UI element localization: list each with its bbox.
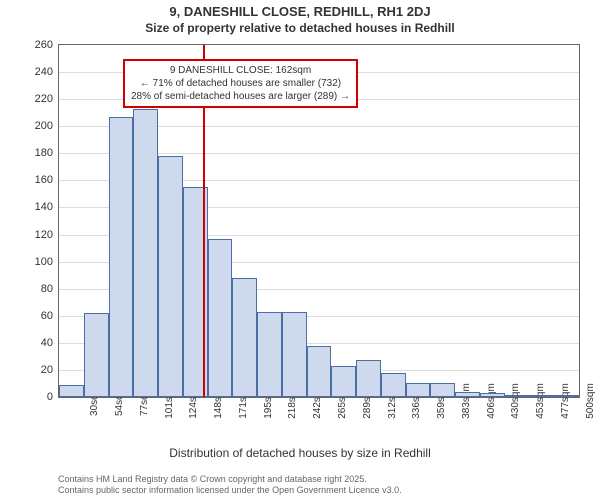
y-tick-label: 220 [35, 93, 53, 105]
histogram-bar [109, 117, 134, 397]
x-axis-label: Distribution of detached houses by size … [169, 446, 430, 460]
credit-text: Contains HM Land Registry data © Crown c… [58, 474, 402, 496]
y-tick-label: 160 [35, 174, 53, 186]
y-tick-label: 140 [35, 201, 53, 213]
credit-line: Contains public sector information licen… [58, 485, 402, 496]
y-tick-label: 100 [35, 256, 53, 268]
y-tick-label: 40 [41, 337, 53, 349]
y-tick-label: 20 [41, 364, 53, 376]
chart-container: 9, DANESHILL CLOSE, REDHILL, RH1 2DJ Siz… [0, 0, 600, 500]
title-main: 9, DANESHILL CLOSE, REDHILL, RH1 2DJ [0, 4, 600, 19]
y-tick-label: 260 [35, 39, 53, 51]
y-tick-label: 120 [35, 229, 53, 241]
histogram-bar [84, 313, 109, 397]
y-tick-label: 240 [35, 66, 53, 78]
histogram-bar [208, 239, 233, 397]
x-tick-label: 500sqm [567, 383, 596, 419]
y-tick-label: 200 [35, 120, 53, 132]
info-line: ← 71% of detached houses are smaller (73… [131, 77, 350, 90]
info-line: 28% of semi-detached houses are larger (… [131, 90, 350, 103]
credit-line: Contains HM Land Registry data © Crown c… [58, 474, 402, 485]
histogram-bar [158, 156, 183, 397]
y-tick-label: 80 [41, 283, 53, 295]
info-box: 9 DANESHILL CLOSE: 162sqm← 71% of detach… [123, 59, 358, 108]
y-tick-label: 60 [41, 310, 53, 322]
info-line: 9 DANESHILL CLOSE: 162sqm [131, 64, 350, 77]
plot-area: 02040608010012014016018020022024026030sq… [58, 44, 580, 398]
histogram-bar [133, 109, 158, 397]
title-sub: Size of property relative to detached ho… [0, 21, 600, 35]
y-tick-label: 180 [35, 147, 53, 159]
y-tick-label: 0 [47, 391, 53, 403]
histogram-bar [232, 278, 257, 397]
